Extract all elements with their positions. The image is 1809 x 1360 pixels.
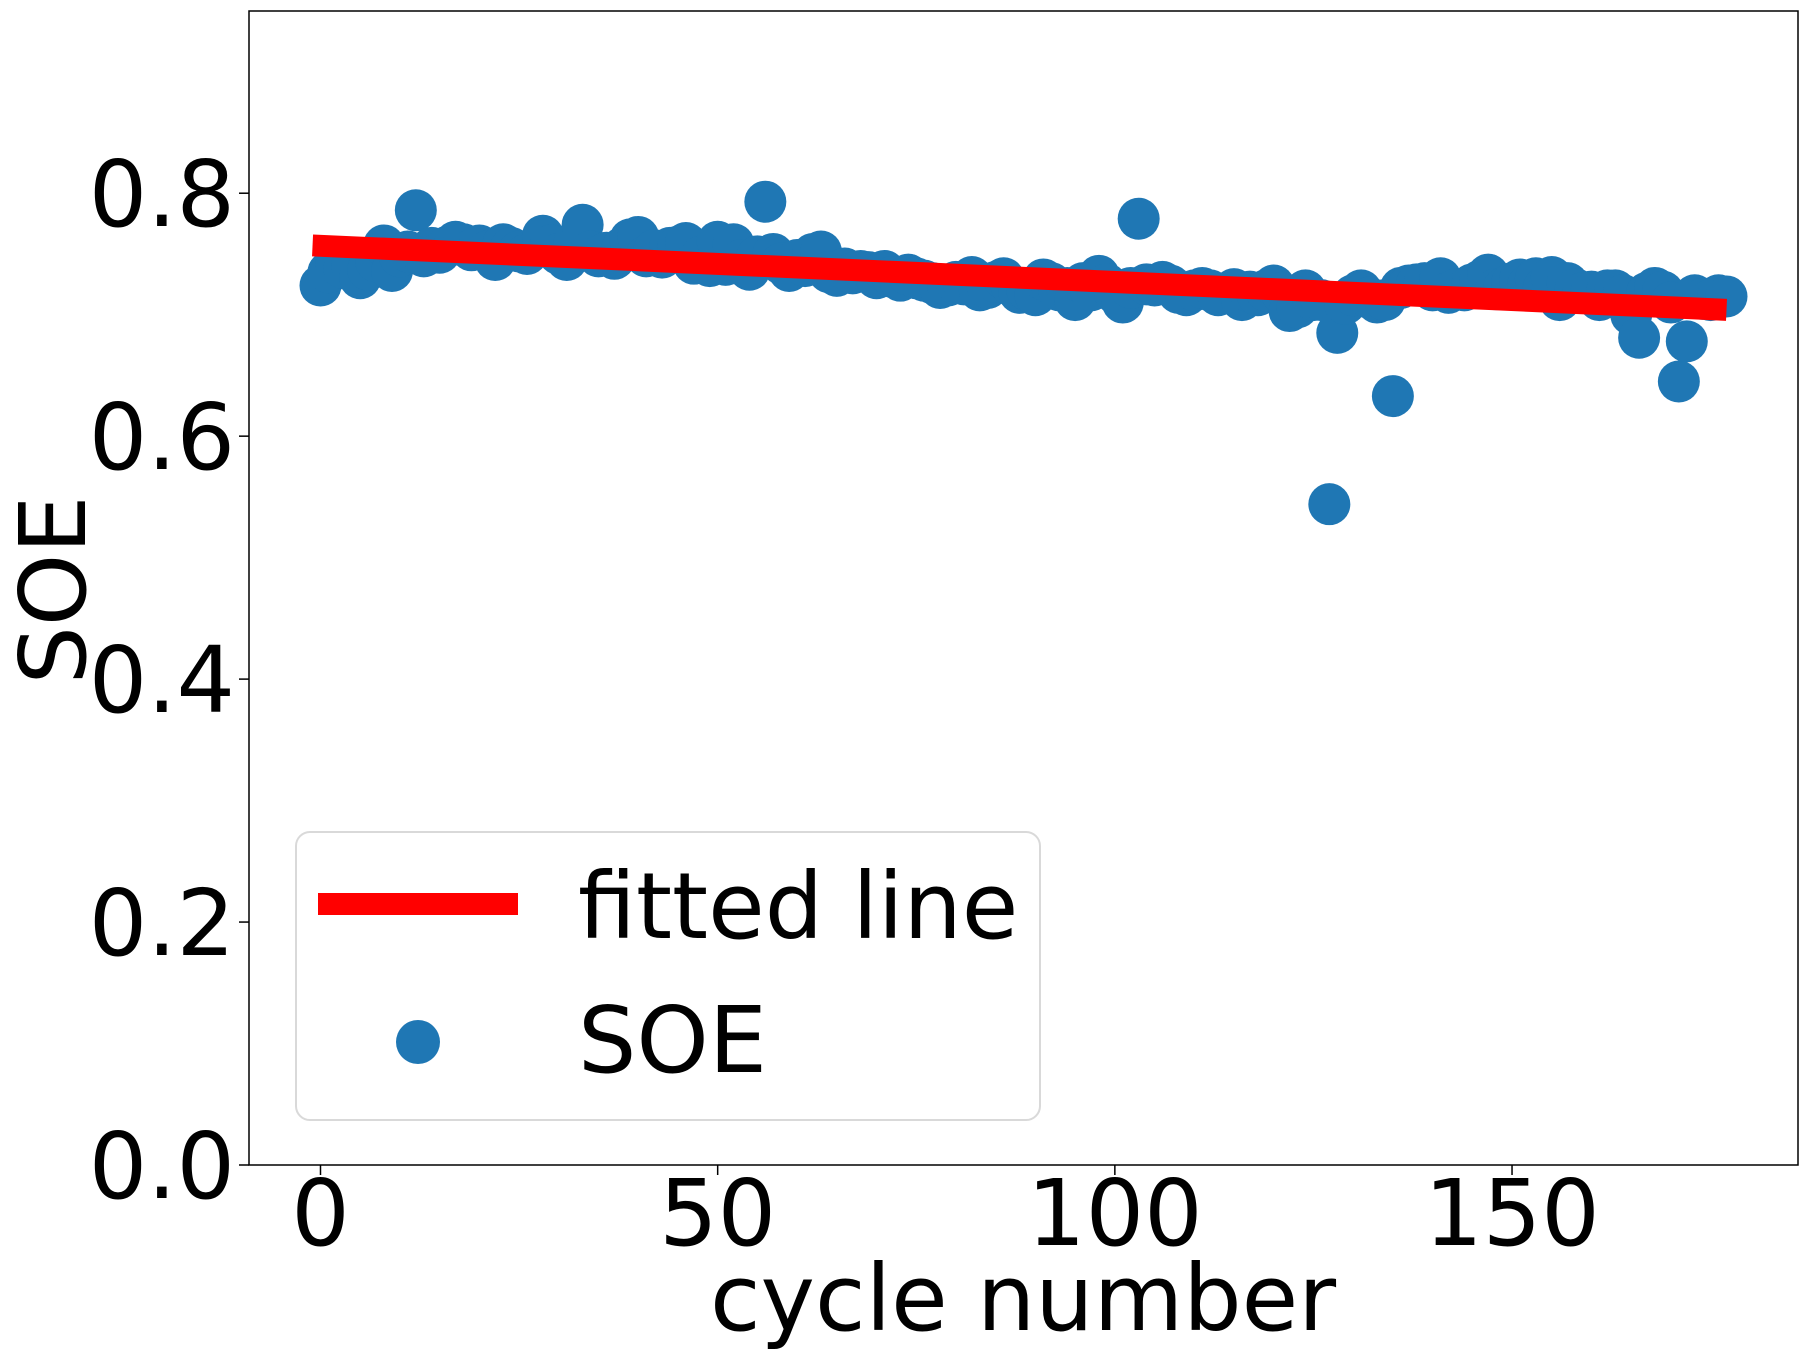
y-tick-label: 0.8 (89, 141, 235, 248)
data-point (1618, 316, 1661, 359)
y-tick-label: 0.4 (89, 627, 235, 734)
data-point (394, 189, 437, 232)
x-tick-label: 100 (1027, 1160, 1203, 1267)
y-tick-label: 0.2 (89, 870, 235, 977)
data-point (1657, 360, 1700, 403)
y-axis-ticks: 0.0 0.2 0.4 0.6 0.8 (89, 141, 249, 1220)
data-point (1308, 483, 1351, 526)
x-tick-label: 50 (659, 1160, 776, 1267)
x-tick-label: 150 (1424, 1160, 1600, 1267)
y-tick-label: 0.6 (89, 384, 235, 491)
x-axis-label: cycle number (710, 1245, 1336, 1352)
legend-soe-marker (396, 1020, 440, 1064)
data-point (1117, 197, 1160, 240)
y-tick-label: 0.0 (89, 1113, 235, 1220)
data-point (744, 180, 787, 223)
fitted-line-layer (312, 234, 1728, 321)
x-tick-label: 0 (291, 1160, 350, 1267)
data-point (1371, 375, 1414, 418)
y-axis-label: SOE (0, 496, 107, 685)
legend-label-soe: SOE (578, 987, 767, 1094)
data-point (1665, 320, 1708, 363)
legend: fitted line SOE (295, 831, 1041, 1121)
fitted-line (312, 234, 1728, 321)
plot-frame (248, 10, 1799, 1166)
legend-label-fitted-line: fitted line (578, 853, 1018, 960)
x-axis-ticks: 0 50 100 150 (291, 1160, 1600, 1267)
